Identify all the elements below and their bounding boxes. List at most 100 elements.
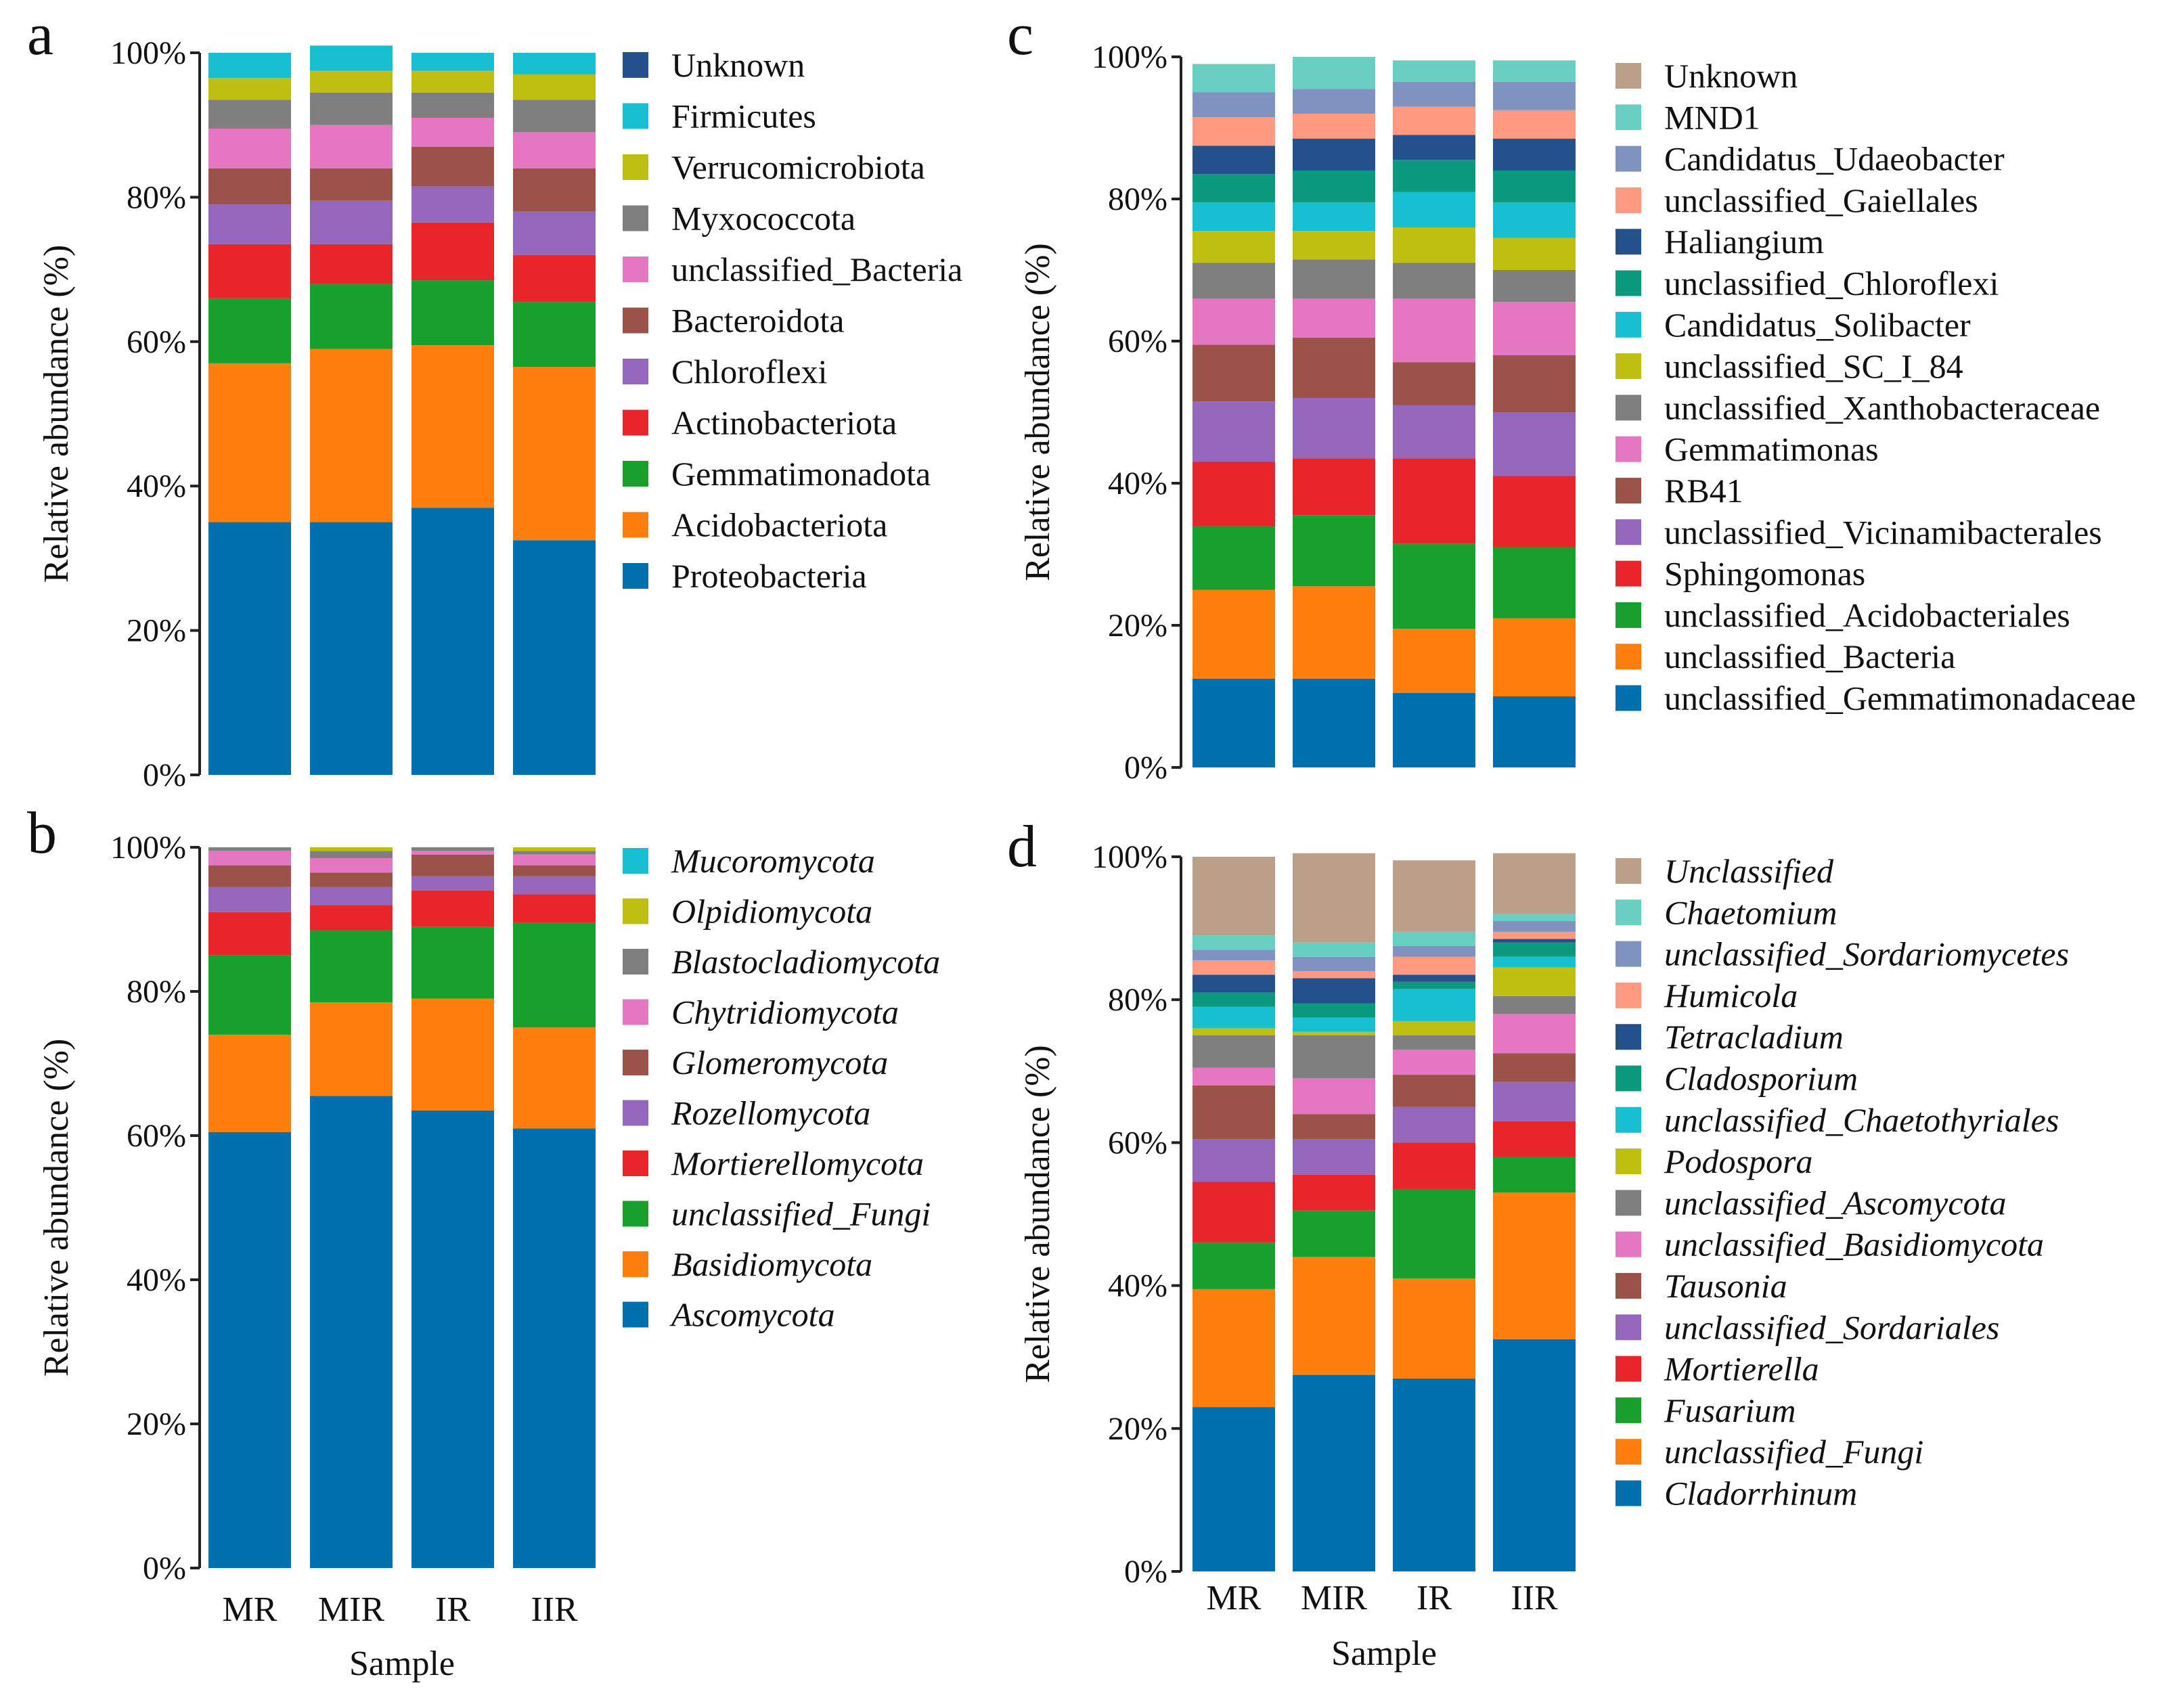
bar-segment <box>513 1027 596 1129</box>
bar-segment <box>1493 138 1576 171</box>
bar-segment <box>1493 914 1576 922</box>
bar-segment <box>1293 1374 1375 1571</box>
legend-swatch <box>1615 1356 1641 1382</box>
legend-swatch <box>623 949 648 975</box>
bar-segment <box>208 887 291 912</box>
bar-segment <box>1393 298 1475 363</box>
legend-label: Mortierella <box>1664 1350 1819 1388</box>
y-tick-label: 60% <box>127 324 186 360</box>
legend-label: unclassified_Chloroflexi <box>1664 265 1999 303</box>
legend-swatch <box>1615 1190 1641 1216</box>
legend-label: Haliangium <box>1664 223 1824 261</box>
bar-segment <box>310 45 393 71</box>
bar-segment <box>310 887 393 905</box>
bar-segment <box>1393 1189 1475 1279</box>
legend-label: Fusarium <box>1664 1391 1796 1429</box>
x-category-label: MIR <box>318 1590 385 1629</box>
legend-label: unclassified_Sordariomycetes <box>1664 935 2069 973</box>
legend-swatch <box>1615 1397 1641 1423</box>
bar-segment <box>1393 1021 1475 1035</box>
legend-label: unclassified_Fungi <box>671 1195 931 1233</box>
legend-label: Cladosporium <box>1664 1060 1858 1098</box>
y-tick-label: 20% <box>1108 1411 1167 1447</box>
legend-swatch <box>1615 982 1641 1008</box>
bar-segment <box>1393 135 1475 160</box>
bar-segment <box>208 99 291 129</box>
y-tick-label: 40% <box>1108 1268 1167 1304</box>
legend-swatch <box>1615 602 1641 628</box>
legend-swatch <box>1615 941 1641 967</box>
bar-segment <box>1193 263 1275 298</box>
bar-segment <box>310 847 393 851</box>
bar-segment <box>513 99 596 133</box>
legend-label: unclassified_Xanthobacteraceae <box>1664 388 2100 426</box>
bar-segment <box>513 894 596 923</box>
bar-segment <box>411 186 494 223</box>
bar-segment <box>310 905 393 931</box>
bar-segment <box>208 129 291 169</box>
legend-swatch <box>1615 436 1641 462</box>
bar-segment <box>1393 458 1475 544</box>
y-tick-label: 20% <box>127 613 186 649</box>
legend-swatch <box>1615 1231 1641 1257</box>
bar-segment <box>1293 853 1375 943</box>
bar-segment <box>1393 1075 1475 1107</box>
bar-segment <box>1293 978 1375 1004</box>
bar-segment <box>1493 171 1576 203</box>
legend-swatch <box>623 1251 648 1277</box>
bar-segment <box>411 222 494 281</box>
legend-swatch <box>1615 1024 1641 1050</box>
bar-segment <box>411 53 494 71</box>
legend-label: unclassified_Gaiellales <box>1664 181 1978 219</box>
x-category-label: IR <box>1417 1579 1452 1617</box>
legend-label: Chloroflexi <box>671 353 828 390</box>
legend-label: Blastocladiomycota <box>671 943 940 981</box>
x-axis-title: Sample <box>349 1645 455 1683</box>
legend-label: unclassified_Chaetothyriales <box>1664 1101 2059 1139</box>
bar-segment <box>1193 117 1275 146</box>
legend-swatch <box>1615 1273 1641 1299</box>
bar-segment <box>208 955 291 1035</box>
y-tick-label: 0% <box>1124 750 1167 786</box>
legend-label: Verrucomicrobiota <box>671 148 925 186</box>
bar-segment <box>208 1132 291 1568</box>
legend-label: unclassified_Vicinamibacterales <box>1664 513 2102 551</box>
y-tick-label: 0% <box>143 1550 186 1586</box>
bar-segment <box>513 876 596 895</box>
legend-swatch <box>623 512 648 538</box>
y-axis-title: Relative abundance (%) <box>1019 1045 1057 1383</box>
bar-segment <box>513 74 596 100</box>
bar-segment <box>1193 960 1275 975</box>
bar-segment <box>1293 298 1375 338</box>
legend-swatch <box>623 103 648 129</box>
bar-segment <box>1493 1339 1576 1571</box>
bar-segment <box>1293 138 1375 171</box>
y-tick-label: 0% <box>1124 1554 1167 1590</box>
y-tick-label: 40% <box>127 468 186 504</box>
bar-segment <box>1393 1050 1475 1075</box>
bar-segment <box>1393 956 1475 975</box>
bar-segment <box>1493 942 1576 957</box>
bar-segment <box>310 1002 393 1096</box>
bar-segment <box>411 70 494 93</box>
bar-segment <box>1293 458 1375 516</box>
bar-segment <box>513 53 596 75</box>
legend-label: unclassified_Basidiomycota <box>1664 1226 2044 1263</box>
bar-segment <box>208 847 291 851</box>
bar-segment <box>1493 1192 1576 1339</box>
bar-segment <box>208 78 291 100</box>
bar-segment <box>1193 64 1275 93</box>
bar-segment <box>310 872 393 887</box>
legend-label: unclassified_Sordariales <box>1664 1308 1999 1346</box>
panel-letter: d <box>1007 814 1037 880</box>
bar-segment <box>1393 860 1475 932</box>
y-axis-title: Relative abundance (%) <box>1019 243 1057 581</box>
bar-segment <box>411 854 494 876</box>
legend-swatch <box>623 256 648 282</box>
bar-segment <box>1493 1014 1576 1054</box>
legend-label: unclassified_SC_I_84 <box>1664 347 1963 385</box>
bar-segment <box>1293 1114 1375 1140</box>
bar-segment <box>1193 401 1275 462</box>
bar-segment <box>310 349 393 522</box>
